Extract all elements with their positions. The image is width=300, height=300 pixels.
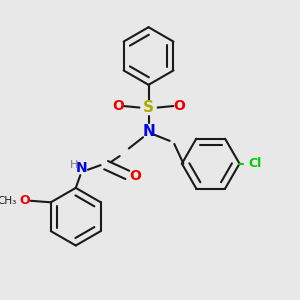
Text: S: S (143, 100, 154, 115)
Text: H: H (70, 160, 78, 170)
Text: CH₃: CH₃ (0, 196, 17, 206)
Text: N: N (142, 124, 155, 139)
Text: O: O (173, 99, 185, 113)
Text: O: O (20, 194, 30, 207)
Text: O: O (112, 99, 124, 113)
Text: Cl: Cl (248, 157, 261, 170)
Text: O: O (129, 169, 141, 183)
Text: N: N (76, 161, 88, 175)
